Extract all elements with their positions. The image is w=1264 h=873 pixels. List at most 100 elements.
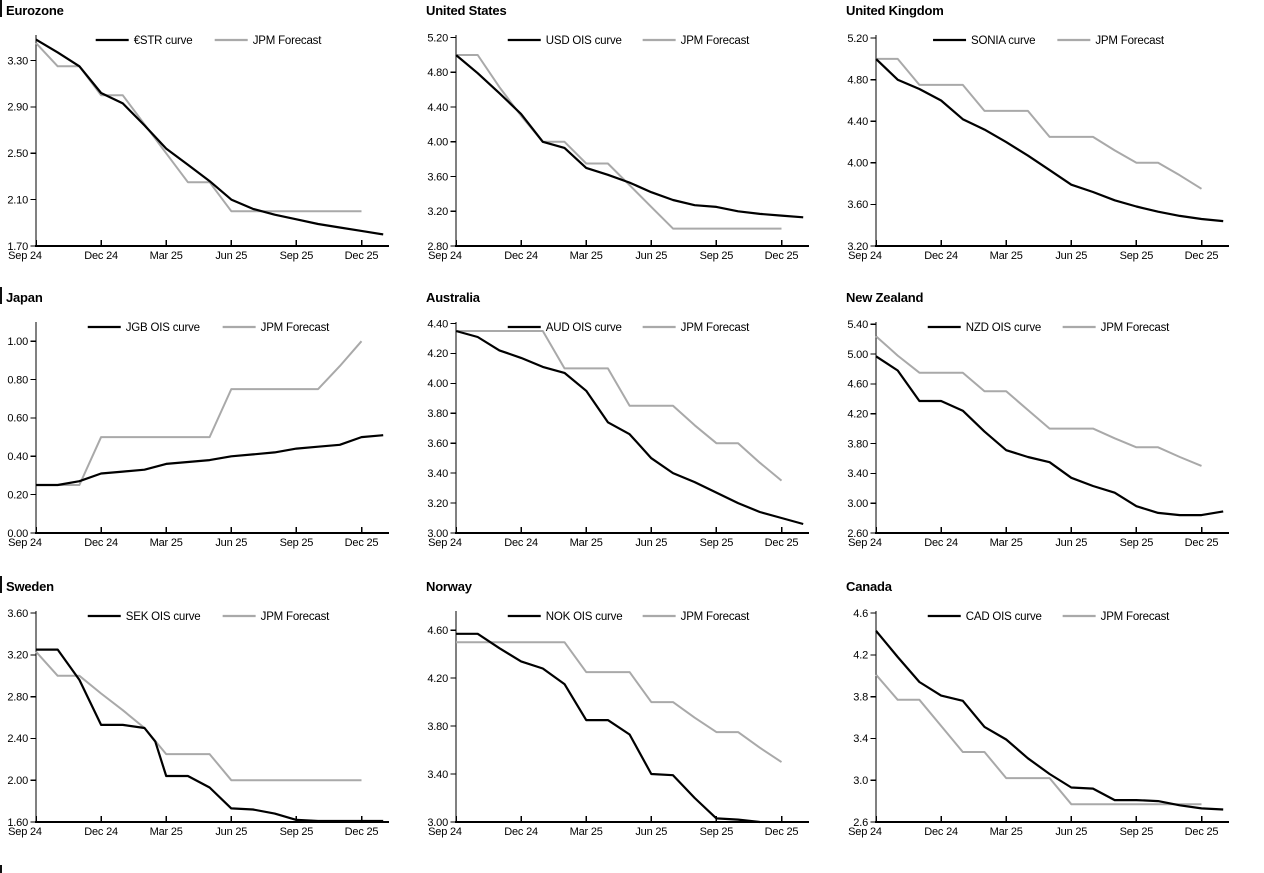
legend-item-jpm-forecast: JPM Forecast (1057, 35, 1165, 47)
x-tick-label: Dec 25 (345, 537, 379, 549)
series-line-cad-ois-curve (875, 630, 1224, 811)
y-tick-label: 1.70 (7, 241, 28, 253)
legend-label: JGB OIS curve (126, 322, 200, 334)
y-tick-label: 4.20 (847, 409, 868, 421)
y-tick-label: 0.40 (7, 451, 28, 463)
y-tick-label: 0.00 (7, 528, 28, 540)
y-tick-label: 3.20 (847, 241, 868, 253)
x-tick-label: Sep 24 (848, 250, 882, 262)
series-line-aud-ois-curve (455, 329, 804, 526)
x-tick-label: Sep 24 (8, 537, 42, 549)
legend-new-zealand: NZD OIS curve JPM Forecast (927, 322, 1170, 334)
x-tick-label: Sep 25 (1120, 826, 1154, 838)
series-line-jpm-forecast (35, 651, 362, 782)
x-tick-label: Mar 25 (570, 537, 603, 549)
y-tick-label: 3.8 (853, 691, 868, 703)
legend-item-jpm-forecast: JPM Forecast (214, 35, 322, 47)
y-tick-label: 4.60 (847, 379, 868, 391)
legend-item-jgb-ois-curve: JGB OIS curve (87, 322, 200, 334)
y-tick-label: 3.80 (427, 408, 448, 420)
x-tick-label: Mar 25 (990, 826, 1023, 838)
chart-cell-japan: Japan 1.00 0.80 0.60 0.40 0.20 0.00 Sep 24 Dec 2… (0, 285, 420, 570)
left-edge-marker-row2 (0, 287, 2, 304)
y-tick-label: 5.20 (427, 32, 448, 44)
x-tick-label: Sep 25 (700, 826, 734, 838)
left-edge-marker-row1 (0, 0, 2, 17)
legend-label: €STR curve (134, 35, 193, 47)
x-tick-label: Sep 24 (428, 537, 462, 549)
x-tick-label: Mar 25 (570, 250, 603, 262)
x-tick-label: Sep 24 (8, 826, 42, 838)
y-tick-label: 2.6 (853, 817, 868, 829)
x-tick-label: Sep 25 (1120, 250, 1154, 262)
x-tick-label: Sep 24 (428, 826, 462, 838)
chart-cell-united-states: United States 5.20 4.80 4.40 4.00 3.60 3.20 2.8… (420, 0, 840, 285)
chart-cell-australia: Australia 4.40 4.20 4.00 3.80 3.60 3.40 3.20 3.0… (420, 285, 840, 570)
x-tick-label: Sep 25 (700, 537, 734, 549)
legend-label: AUD OIS curve (546, 322, 622, 334)
x-tick-label: Jun 25 (215, 537, 247, 549)
series-line-jgb-ois-curve (36, 434, 384, 487)
series-line-usd-ois-curve (455, 54, 804, 219)
legend-label: JPM Forecast (681, 35, 751, 47)
y-tick-label: 2.80 (7, 691, 28, 703)
x-tick-label: Sep 25 (280, 537, 314, 549)
legend-label: NOK OIS curve (546, 611, 623, 623)
legend-label: JPM Forecast (261, 322, 331, 334)
y-tick-label: 0.80 (7, 374, 28, 386)
chart-title-eurozone: Eurozone (6, 3, 64, 18)
x-tick-label: Sep 24 (848, 826, 882, 838)
chart-title-united-kingdom: United Kingdom (846, 3, 944, 18)
y-tick-label: 2.00 (7, 775, 28, 787)
x-tick-label: Sep 25 (280, 826, 314, 838)
legend-item-aud-ois-curve: AUD OIS curve (507, 322, 622, 334)
chart-cell-eurozone: Eurozone 3.30 2.90 2.50 2.10 1.70 Sep 24 Dec 24… (0, 0, 420, 285)
legend-item-jpm-forecast: JPM Forecast (642, 322, 751, 334)
x-tick-label: Jun 25 (215, 826, 247, 838)
legend-label: JPM Forecast (261, 611, 331, 623)
chart-cell-norway: Norway 4.60 4.20 3.80 3.40 3.00 Sep 24 Dec 24 Ma… (420, 570, 840, 873)
chart-title-australia: Australia (426, 290, 480, 305)
x-tick-label: Jun 25 (215, 250, 247, 262)
series-line-jpm-forecast (876, 57, 1203, 190)
y-tick-label: 2.60 (847, 528, 868, 540)
x-tick-label: Dec 25 (1185, 250, 1219, 262)
x-tick-label: Dec 25 (345, 250, 379, 262)
y-tick-label: 4.00 (847, 158, 868, 170)
y-tick-label: 3.40 (427, 769, 448, 781)
legend-united-kingdom: SONIA curve JPM Forecast (933, 35, 1165, 47)
legend-eurozone: €STR curve JPM Forecast (95, 35, 322, 47)
x-tick-label: Jun 25 (1055, 537, 1087, 549)
y-tick-label: 3.60 (7, 608, 28, 620)
chart-title-canada: Canada (846, 579, 892, 594)
y-tick-label: 4.00 (427, 378, 448, 390)
series-line-jpm-forecast (456, 54, 782, 230)
legend-item-nzd-ois-curve: NZD OIS curve (927, 322, 1041, 334)
x-tick-label: Mar 25 (150, 250, 183, 262)
x-tick-label: Sep 25 (1120, 537, 1154, 549)
y-tick-label: 5.40 (847, 319, 868, 331)
legend-australia: AUD OIS curve JPM Forecast (507, 322, 751, 334)
x-tick-label: Jun 25 (635, 826, 667, 838)
x-tick-label: Dec 25 (765, 537, 799, 549)
x-tick-label: Dec 24 (84, 537, 118, 549)
y-tick-label: 3.80 (427, 721, 448, 733)
chart-title-new-zealand: New Zealand (846, 290, 924, 305)
legend-item-jpm-forecast: JPM Forecast (1062, 611, 1170, 623)
legend-label: JPM Forecast (681, 322, 751, 334)
legend-item-str-curve: €STR curve (95, 35, 193, 47)
legend-item-sek-ois-curve: SEK OIS curve (87, 611, 201, 623)
legend-sweden: SEK OIS curve JPM Forecast (87, 611, 331, 623)
x-tick-label: Dec 25 (1185, 537, 1219, 549)
legend-japan: JGB OIS curve JPM Forecast (87, 322, 331, 334)
x-tick-label: Dec 24 (84, 250, 118, 262)
legend-label: NZD OIS curve (966, 322, 1041, 334)
chart-title-japan: Japan (6, 290, 43, 305)
y-tick-label: 5.20 (847, 33, 868, 45)
y-tick-label: 4.20 (427, 348, 448, 360)
y-tick-label: 2.90 (7, 102, 28, 114)
